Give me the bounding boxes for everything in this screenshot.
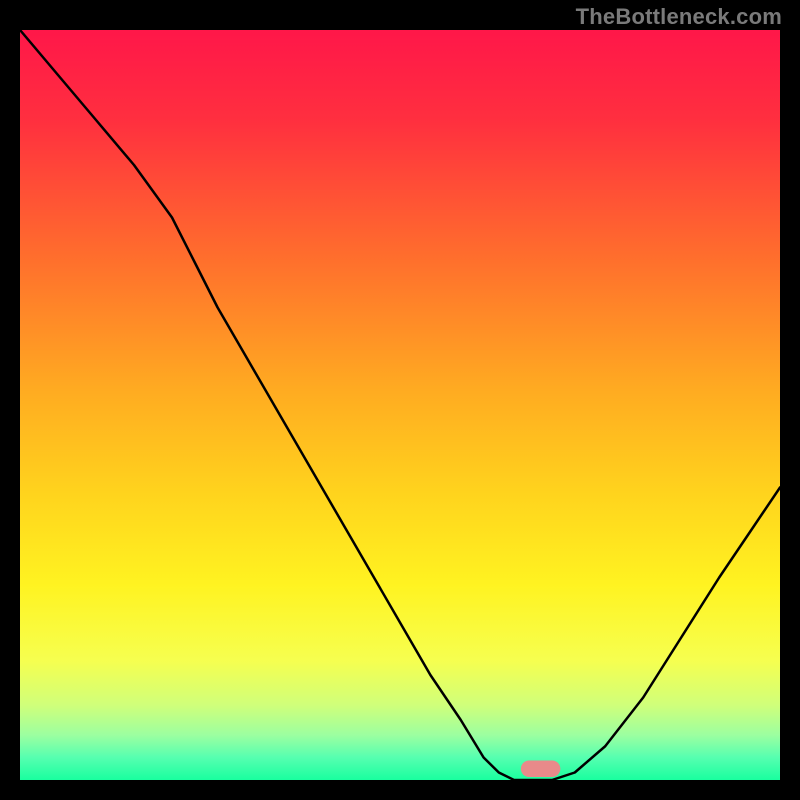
plot-background — [20, 30, 780, 780]
watermark-text: TheBottleneck.com — [576, 4, 782, 30]
bottleneck-plot — [20, 30, 780, 780]
chart-frame: TheBottleneck.com — [0, 0, 800, 800]
optimal-marker — [521, 761, 561, 778]
